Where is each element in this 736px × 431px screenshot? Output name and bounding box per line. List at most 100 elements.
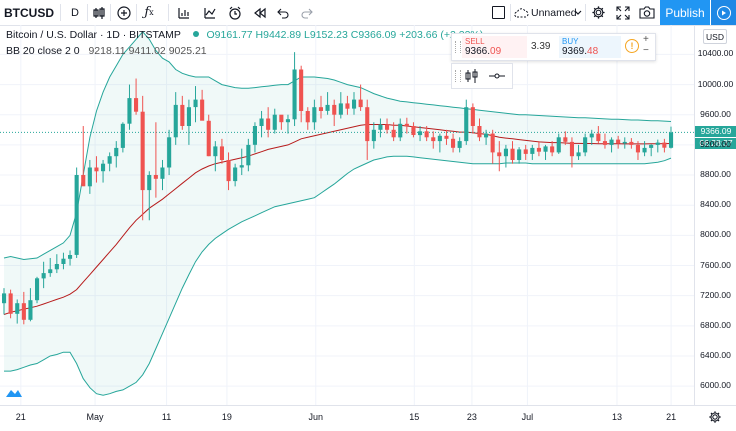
candle-body [305, 111, 310, 123]
price-tick-label: 9600.00 [700, 108, 731, 119]
sell-button[interactable]: SELL 9366.09 [462, 36, 527, 58]
candle-body [94, 167, 99, 172]
publish-button[interactable]: Publish [660, 0, 710, 25]
price-tick-label: 6400.00 [700, 349, 731, 360]
layout-name[interactable]: Unnamed [531, 6, 577, 19]
bollinger-upper-line [3, 31, 672, 261]
bb-basis-value: 9218.11 [88, 45, 126, 57]
candle-body [398, 123, 403, 138]
candle-body [160, 167, 165, 179]
chevron-down-icon[interactable] [573, 0, 583, 25]
candle-body [391, 129, 396, 138]
camera-icon[interactable] [636, 0, 658, 25]
candle-body [186, 107, 191, 126]
candle-body [21, 303, 26, 320]
high-value: H9442.89 [255, 29, 302, 41]
candle-body [497, 152, 502, 157]
time-tick-label: 15 [409, 412, 420, 422]
bar-countdown-label: 06:28:37 [695, 138, 736, 150]
candle-body [74, 175, 79, 255]
candle-body [583, 137, 588, 153]
quantity-plus-button[interactable]: + [643, 34, 649, 45]
candle-body [556, 137, 561, 153]
fullscreen-checkbox[interactable] [488, 0, 508, 25]
candle-body [602, 141, 607, 145]
buy-button[interactable]: BUY 9369.48 [559, 36, 621, 58]
price-tick-label: 8400.00 [700, 199, 731, 210]
interval-dropdown[interactable]: D [71, 6, 79, 19]
fullscreen-icon[interactable] [612, 0, 634, 25]
quantity-minus-button[interactable]: − [643, 45, 649, 56]
sell-label: SELL [465, 37, 485, 46]
price-axis[interactable]: USD 9366.09 06:28:37 6000.00 6400.00 6800.… [694, 25, 736, 405]
candle-body [35, 278, 40, 301]
candle-body [352, 99, 357, 109]
candles-icon[interactable] [464, 68, 480, 87]
candle-body [107, 156, 112, 164]
candle-body [312, 107, 317, 123]
candle-body [464, 107, 469, 142]
bb-upper-value: 9411.02 [128, 45, 166, 57]
candle-body [279, 114, 284, 123]
add-compare-icon[interactable] [113, 0, 135, 25]
candle-body [431, 137, 436, 142]
compare-icon[interactable] [199, 0, 221, 25]
price-chart[interactable] [0, 25, 694, 405]
separator [510, 4, 511, 21]
templates-icon[interactable] [173, 0, 195, 25]
sell-price: 9366.09 [465, 46, 501, 57]
redo-icon[interactable] [296, 0, 318, 25]
candle-body [365, 107, 370, 142]
candle-body [418, 131, 423, 136]
candle-body [15, 303, 20, 314]
settings-icon[interactable] [587, 0, 609, 25]
time-tick-label: Jul [521, 412, 534, 422]
time-tick-label: May [86, 412, 104, 422]
candle-body [272, 114, 277, 130]
symbol-legend: Bitcoin / U.S. Dollar · 1D · BITSTAMP O9… [6, 29, 483, 41]
candle-body [563, 137, 568, 142]
cloud-icon[interactable] [512, 0, 530, 25]
candle-body [629, 141, 634, 145]
candle-body [41, 273, 46, 279]
candle-body [173, 104, 178, 138]
buy-price-main: 9369. [562, 46, 588, 57]
bar-style-icon[interactable] [89, 0, 109, 25]
candle-body [153, 175, 158, 179]
price-tick-label: 10000.00 [697, 78, 734, 89]
undo-icon[interactable] [272, 0, 294, 25]
candle-body [444, 135, 449, 139]
bb-lower-value: 9025.21 [168, 45, 207, 57]
gear-icon[interactable] [708, 410, 722, 427]
candle-body [635, 144, 640, 153]
drag-handle-icon[interactable] [455, 41, 461, 53]
candle-body [589, 133, 594, 138]
current-price-label: 9366.09 [695, 126, 736, 138]
time-axis[interactable]: 21 May 11 19 Jun 15 23 Jul 13 21 [0, 405, 736, 431]
play-button[interactable] [711, 0, 736, 25]
close-value: C9366.09 [350, 29, 397, 41]
candle-body [338, 103, 343, 115]
currency-label[interactable]: USD [703, 29, 727, 44]
alert-icon[interactable] [224, 0, 246, 25]
warning-icon[interactable]: ! [625, 39, 639, 53]
symbol-title: Bitcoin / U.S. Dollar · 1D · BITSTAMP [6, 29, 181, 41]
candle-body [616, 139, 621, 144]
price-tick-label: 7600.00 [700, 259, 731, 270]
buy-label: BUY [562, 37, 579, 46]
indicator-legend[interactable]: BB 20 close 2 0 9218.11 9411.02 9025.21 [6, 45, 207, 57]
time-tick-label: 23 [466, 412, 477, 422]
drag-handle-icon[interactable] [455, 70, 461, 82]
candle-body [517, 149, 522, 160]
replay-icon[interactable] [249, 0, 271, 25]
symbol-search[interactable]: BTCUSD [4, 5, 54, 20]
candle-body [477, 126, 482, 138]
price-tick-label: 10400.00 [697, 48, 734, 59]
horizontal-line-icon[interactable] [488, 68, 506, 87]
tradingview-logo[interactable] [5, 388, 23, 401]
separator [585, 4, 586, 21]
candle-body [206, 120, 211, 157]
price-tick-label: 8800.00 [700, 169, 731, 180]
